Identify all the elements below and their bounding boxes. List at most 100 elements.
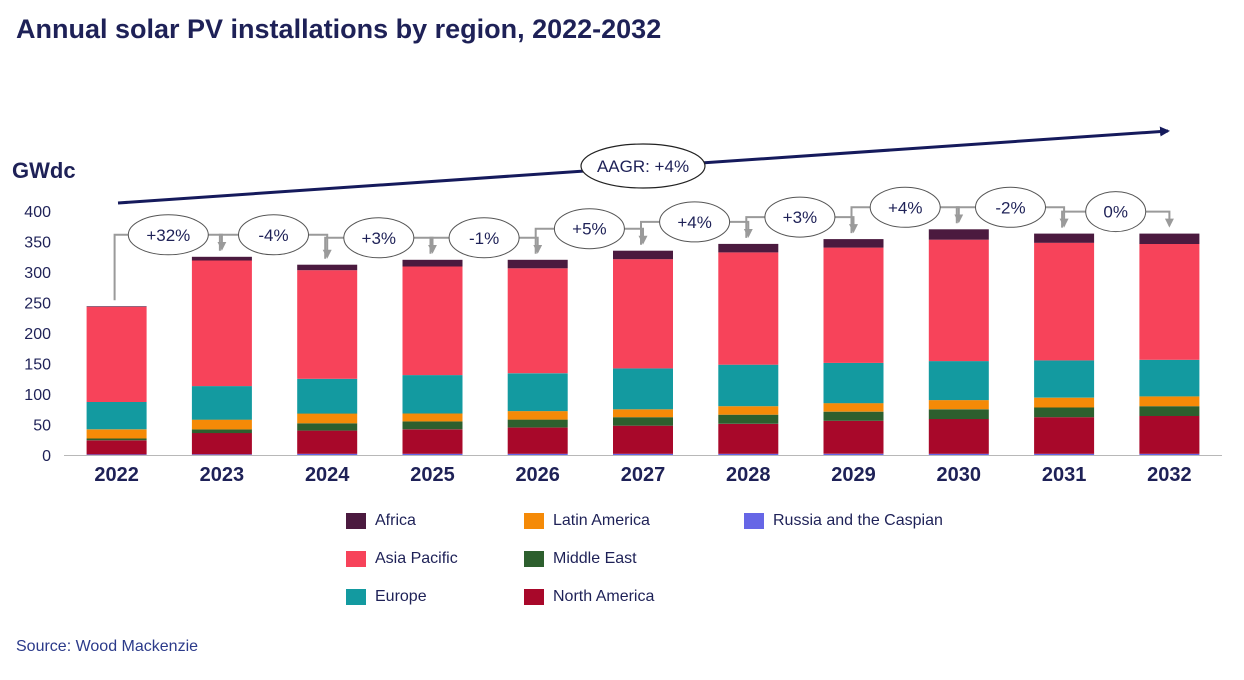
bar-segment bbox=[191, 454, 252, 455]
bar-segment bbox=[86, 306, 147, 307]
growth-label: 0% bbox=[1103, 203, 1128, 222]
y-tick-label: 300 bbox=[24, 265, 51, 282]
bar-segment bbox=[823, 247, 884, 363]
bar-segment bbox=[402, 375, 463, 414]
bar-segment bbox=[86, 440, 147, 455]
legend-swatch bbox=[346, 589, 366, 605]
bar-segment bbox=[718, 453, 779, 455]
stacked-bar-chart: GWdc AAGR: +4% +32% -4% +3% -1% +5% +4% +3% +4%… bbox=[12, 126, 1222, 486]
bar-segment bbox=[191, 419, 252, 430]
y-axis-label: GWdc bbox=[12, 158, 76, 183]
bar-segment bbox=[613, 368, 673, 410]
bar-segment bbox=[928, 361, 989, 401]
bar-segment bbox=[823, 420, 884, 454]
bar-segment bbox=[1034, 453, 1095, 455]
bar-segment bbox=[297, 270, 358, 379]
bar-segment bbox=[86, 306, 147, 402]
bar-segment bbox=[1139, 243, 1200, 360]
bar-segment bbox=[507, 268, 568, 374]
bar-segment bbox=[718, 243, 779, 253]
bar-segment bbox=[191, 429, 252, 434]
x-tick-label: 2029 bbox=[831, 464, 876, 486]
legend-item: Latin America bbox=[524, 512, 650, 530]
chart-legend: Africa Asia Pacific Europe Latin America Mid… bbox=[346, 512, 1046, 622]
bar-segment bbox=[402, 429, 463, 454]
growth-label: -4% bbox=[258, 226, 288, 245]
x-tick-label: 2032 bbox=[1147, 464, 1192, 486]
chart-title: Annual solar PV installations by region,… bbox=[16, 14, 662, 44]
legend-label: Middle East bbox=[553, 550, 637, 567]
y-tick-label: 0 bbox=[42, 448, 51, 465]
bar-segment bbox=[507, 453, 568, 455]
bar-segment bbox=[191, 386, 252, 420]
trend-annotation-bubble bbox=[580, 143, 706, 189]
y-tick-label: 200 bbox=[24, 326, 51, 343]
bar-segment bbox=[613, 250, 673, 260]
bar-segment bbox=[1139, 453, 1200, 455]
bar-segment bbox=[928, 419, 989, 454]
bar-segment bbox=[613, 453, 673, 455]
bar-segment bbox=[613, 417, 673, 426]
y-tick-label: 250 bbox=[24, 296, 51, 313]
growth-label: +3% bbox=[362, 229, 397, 248]
bar-segment bbox=[928, 239, 989, 362]
bar-segment bbox=[823, 362, 884, 404]
bar-segment bbox=[297, 413, 358, 424]
growth-bubble bbox=[127, 214, 209, 256]
legend-swatch bbox=[346, 513, 366, 529]
bar-segment bbox=[1139, 416, 1200, 454]
growth-bubble bbox=[553, 208, 625, 250]
growth-label: +4% bbox=[677, 213, 712, 232]
growth-label: -1% bbox=[469, 229, 499, 248]
growth-bubble bbox=[448, 217, 520, 259]
legend-item: Russia and the Caspian bbox=[744, 512, 943, 530]
legend-item: Africa bbox=[346, 512, 416, 530]
trend-annotation-label: AAGR: +4% bbox=[597, 157, 689, 176]
bar-segment bbox=[1034, 233, 1095, 243]
legend-label: Europe bbox=[375, 588, 427, 605]
bar-segment bbox=[507, 411, 568, 420]
legend-swatch bbox=[524, 589, 544, 605]
bar-segment bbox=[507, 259, 568, 269]
legend-swatch bbox=[744, 513, 764, 529]
bar-segment bbox=[1139, 233, 1200, 244]
bar-segment bbox=[613, 425, 673, 454]
x-tick-label: 2030 bbox=[937, 464, 982, 486]
source-note: Source: Wood Mackenzie bbox=[16, 638, 199, 655]
bar-segment bbox=[1139, 406, 1200, 416]
bar-segment bbox=[1139, 359, 1200, 397]
x-tick-label: 2026 bbox=[515, 464, 560, 486]
bar-segment bbox=[1034, 407, 1095, 418]
x-tick-label: 2024 bbox=[305, 464, 350, 486]
legend-label: Africa bbox=[375, 512, 416, 529]
bar-segment bbox=[613, 409, 673, 418]
y-tick-label: 50 bbox=[33, 418, 51, 435]
bar-segment bbox=[1034, 242, 1095, 361]
y-tick-label: 150 bbox=[24, 357, 51, 374]
bar-segment bbox=[928, 229, 989, 240]
growth-bubble bbox=[1085, 191, 1147, 233]
legend-swatch bbox=[524, 551, 544, 567]
bar-segment bbox=[928, 409, 989, 420]
x-tick-label: 2028 bbox=[726, 464, 771, 486]
bar-segment bbox=[297, 430, 358, 454]
legend-label: Asia Pacific bbox=[375, 550, 458, 567]
growth-label: +5% bbox=[572, 220, 607, 239]
bar-segment bbox=[402, 259, 463, 267]
legend-swatch bbox=[524, 513, 544, 529]
x-tick-label: 2022 bbox=[94, 464, 139, 486]
bar-segment bbox=[718, 423, 779, 454]
bar-segment bbox=[928, 400, 989, 410]
bar-segment bbox=[718, 252, 779, 365]
y-tick-label: 100 bbox=[24, 387, 51, 404]
legend-label: Latin America bbox=[553, 512, 650, 529]
bar-segment bbox=[1034, 397, 1095, 408]
bar-segment bbox=[928, 453, 989, 455]
bar-segment bbox=[86, 429, 147, 439]
growth-label: -2% bbox=[995, 198, 1025, 217]
bar-segment bbox=[823, 453, 884, 455]
growth-bubble bbox=[764, 196, 836, 238]
bar-segment bbox=[507, 373, 568, 412]
x-tick-label: 2031 bbox=[1042, 464, 1087, 486]
growth-bubble bbox=[975, 186, 1046, 228]
